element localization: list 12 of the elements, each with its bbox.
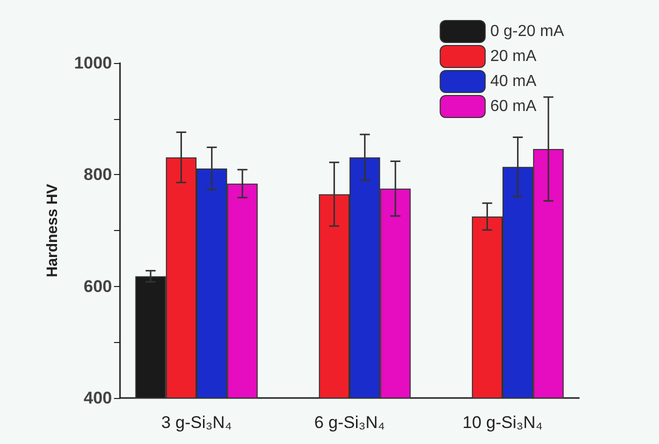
x-tick-label: 6 g-Si₃N₄: [314, 413, 385, 432]
legend-label: 40 mA: [490, 73, 537, 90]
y-tick-label: 400: [84, 388, 112, 408]
y-tick-label: 800: [84, 165, 112, 184]
y-tick-label: 1000: [74, 54, 112, 72]
x-tick-label: 10 g-Si₃N₄: [462, 413, 543, 432]
y-axis-title: Hardness HV: [44, 184, 61, 278]
y-tick-label: 600: [84, 276, 112, 296]
x-tick-label: 3 g-Si₃N₄: [161, 413, 232, 432]
legend-label: 60 mA: [490, 98, 537, 115]
legend-label: 20 mA: [490, 48, 537, 65]
legend-label: 0 g-20 mA: [490, 23, 564, 40]
